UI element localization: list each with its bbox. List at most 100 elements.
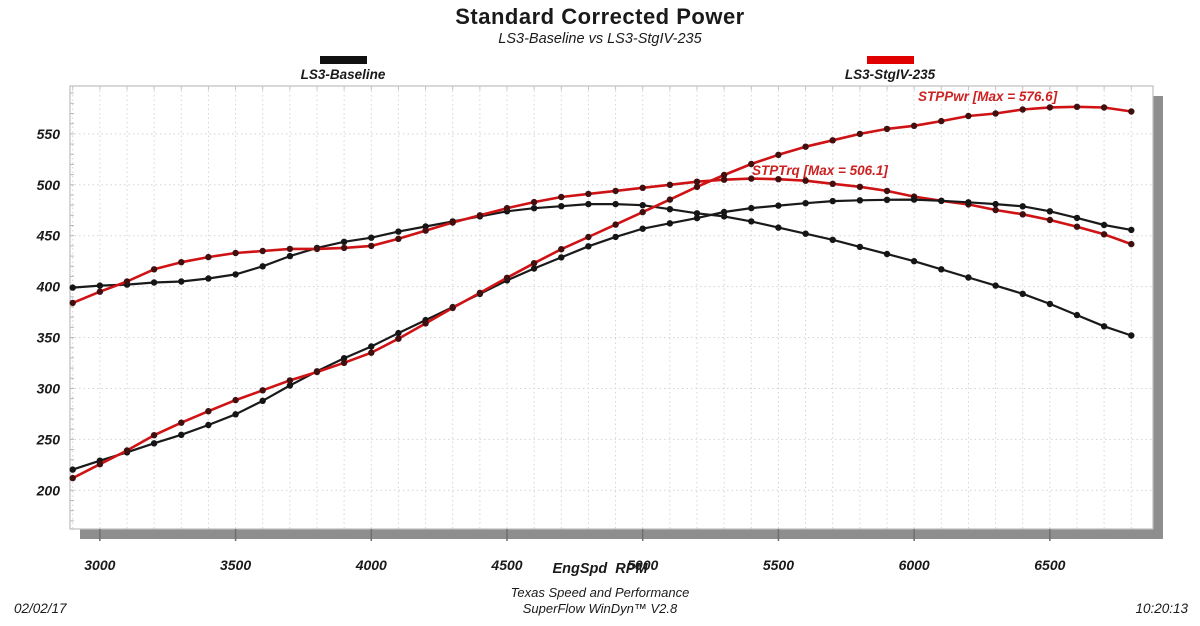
marker-LS3-StgIV-235-STPPwr [775,151,782,158]
marker-LS3-StgIV-235-STPTrq [612,187,619,195]
marker-LS3-StgIV-235-STPPwr [1128,108,1135,115]
marker-LS3-Baseline-STPPwr [150,440,158,447]
marker-LS3-Baseline-STPTrq [205,275,212,282]
marker-LS3-Baseline-STPPwr [748,204,755,212]
marker-LS3-Baseline-STPTrq [748,218,755,225]
marker-LS3-StgIV-235-STPTrq [802,177,809,184]
marker-LS3-Baseline-STPTrq [938,266,945,273]
marker-LS3-StgIV-235-STPTrq [883,187,891,195]
marker-LS3-Baseline-STPPwr [883,196,891,203]
y-tick-label: 200 [36,482,61,498]
marker-LS3-Baseline-STPTrq [856,243,864,251]
marker-LS3-StgIV-235-STPPwr [286,377,294,384]
marker-LS3-StgIV-235-STPPwr [232,396,239,404]
marker-LS3-Baseline-STPTrq [232,271,239,278]
marker-LS3-StgIV-235-STPPwr [856,130,864,138]
marker-LS3-Baseline-STPPwr [775,202,782,209]
marker-LS3-StgIV-235-STPTrq [775,176,782,183]
marker-LS3-Baseline-STPPwr [639,225,646,232]
marker-LS3-StgIV-235-STPPwr [1019,106,1026,113]
marker-LS3-StgIV-235-STPPwr [992,110,999,117]
marker-LS3-StgIV-235-STPPwr [259,387,266,394]
plot-shadow-bottom [80,529,1163,539]
marker-LS3-StgIV-235-STPPwr [150,432,158,439]
y-tick-label: 400 [36,279,61,295]
marker-LS3-Baseline-STPTrq [802,230,809,237]
marker-LS3-StgIV-235-STPPwr [503,274,511,281]
marker-LS3-StgIV-235-STPPwr [178,419,185,426]
marker-LS3-StgIV-235-STPPwr [938,117,945,125]
marker-LS3-Baseline-STPTrq [666,206,674,213]
curve-LS3-StgIV-235-STPPwr [72,105,1132,480]
marker-LS3-StgIV-235-STPPwr [368,349,375,356]
marker-LS3-StgIV-235-STPPwr [639,208,646,216]
marker-LS3-Baseline-STPPwr [802,200,809,207]
legend-label-stgiv235: LS3-StgIV-235 [844,67,936,82]
marker-LS3-StgIV-235-STPPwr [123,447,131,454]
marker-LS3-Baseline-STPPwr [286,382,294,389]
marker-LS3-Baseline-STPTrq [829,236,836,243]
marker-LS3-StgIV-235-STPTrq [720,176,728,183]
marker-LS3-Baseline-STPTrq [178,278,185,285]
marker-LS3-Baseline-STPTrq [1046,300,1054,308]
marker-LS3-Baseline-STPTrq [558,203,565,210]
legend-label-baseline: LS3-Baseline [300,67,386,82]
marker-LS3-StgIV-235-STPTrq [476,212,484,219]
marker-LS3-StgIV-235-STPTrq [666,181,674,188]
marker-LS3-Baseline-STPTrq [612,200,619,208]
marker-LS3-Baseline-STPTrq [1128,332,1135,339]
marker-LS3-StgIV-235-STPPwr [1046,104,1054,111]
marker-LS3-StgIV-235-STPTrq [1046,216,1054,224]
marker-LS3-StgIV-235-STPTrq [313,245,321,253]
marker-LS3-StgIV-235-STPTrq [856,183,864,190]
footer-software: SuperFlow WinDyn™ V2.8 [522,601,678,616]
y-tick-label: 500 [37,177,61,193]
power-max-annotation: STPPwr [Max = 576.6] [918,89,1058,104]
plot-shadow-right [1153,96,1163,539]
marker-LS3-StgIV-235-STPTrq [503,205,511,212]
page-subtitle: LS3-Baseline vs LS3-StgIV-235 [498,31,702,47]
marker-LS3-Baseline-STPTrq [693,210,701,217]
legend-swatch-stgiv235 [866,56,914,64]
x-tick-label: 5500 [763,557,794,573]
marker-LS3-StgIV-235-STPTrq [748,175,755,182]
marker-LS3-StgIV-235-STPPwr [313,368,321,376]
marker-LS3-StgIV-235-STPPwr [802,143,809,150]
marker-LS3-StgIV-235-STPPwr [69,474,76,482]
marker-LS3-Baseline-STPTrq [965,274,972,281]
x-axis-label: EngSpd RPM [552,561,648,577]
marker-LS3-Baseline-STPTrq [259,263,266,270]
marker-LS3-Baseline-STPPwr [666,220,674,227]
marker-LS3-StgIV-235-STPPwr [910,122,918,129]
marker-LS3-StgIV-235-STPPwr [883,125,891,133]
marker-LS3-Baseline-STPPwr [340,355,348,362]
y-tick-label: 300 [37,380,61,396]
marker-LS3-StgIV-235-STPTrq [585,190,592,198]
marker-LS3-Baseline-STPTrq [639,202,646,209]
marker-LS3-Baseline-STPPwr [69,466,76,473]
marker-LS3-StgIV-235-STPPwr [612,221,619,228]
marker-LS3-Baseline-STPPwr [530,265,538,272]
marker-LS3-StgIV-235-STPTrq [286,245,294,253]
marker-LS3-Baseline-STPPwr [178,431,185,438]
marker-LS3-Baseline-STPPwr [1100,221,1108,229]
marker-LS3-StgIV-235-STPTrq [1019,211,1026,218]
marker-LS3-Baseline-STPPwr [965,199,972,206]
marker-LS3-Baseline-STPTrq [150,279,158,286]
marker-LS3-Baseline-STPPwr [1019,203,1026,210]
y-tick-label: 350 [37,330,61,346]
marker-LS3-StgIV-235-STPPwr [1100,104,1108,111]
marker-LS3-Baseline-STPPwr [205,421,212,429]
marker-LS3-Baseline-STPTrq [585,200,592,208]
marker-LS3-StgIV-235-STPPwr [666,196,674,203]
marker-LS3-StgIV-235-STPPwr [558,246,565,253]
x-tick-label: 3500 [220,557,251,573]
x-tick-label: 6500 [1034,557,1065,573]
marker-LS3-StgIV-235-STPTrq [422,227,429,234]
marker-LS3-Baseline-STPPwr [992,200,999,208]
x-tick-label: 4000 [355,557,387,573]
marker-LS3-StgIV-235-STPTrq [340,244,348,252]
marker-LS3-Baseline-STPPwr [693,214,701,222]
marker-LS3-Baseline-STPTrq [910,258,918,265]
